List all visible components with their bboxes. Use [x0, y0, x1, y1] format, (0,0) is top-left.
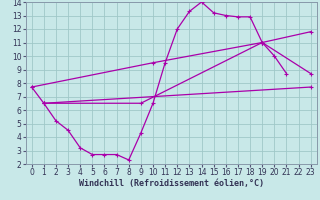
X-axis label: Windchill (Refroidissement éolien,°C): Windchill (Refroidissement éolien,°C) — [79, 179, 264, 188]
